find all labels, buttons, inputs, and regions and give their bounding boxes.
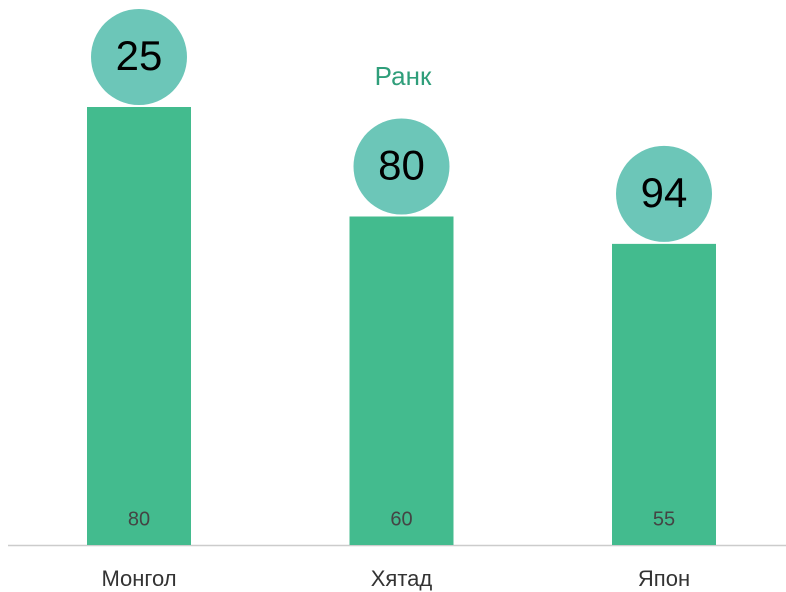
bar [87, 107, 191, 545]
rank-label: 80 [378, 142, 425, 189]
value-label: 80 [128, 508, 150, 530]
x-tick-label: Хятад [371, 566, 433, 591]
rank-label: 25 [116, 32, 163, 79]
bar [349, 216, 454, 545]
x-tick-label: Монгол [101, 566, 176, 591]
rank-legend: Ранк [375, 61, 432, 91]
value-label: 60 [390, 508, 412, 530]
bar [612, 243, 716, 545]
rank-circle [616, 145, 712, 242]
x-tick-label: Япон [638, 566, 690, 591]
rank-circle [91, 9, 187, 105]
value-label: 55 [653, 508, 675, 530]
rank-label: 94 [641, 169, 688, 216]
rank-circle [353, 118, 450, 215]
